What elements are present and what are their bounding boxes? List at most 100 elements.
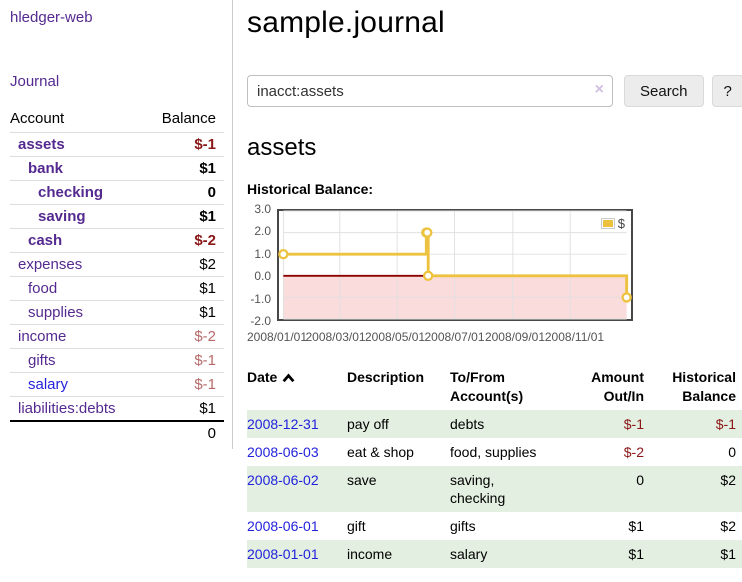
- account-column-header: Account: [10, 110, 65, 127]
- app-title-link[interactable]: hledger-web: [10, 9, 93, 26]
- register-description: gift: [347, 518, 366, 534]
- sidebar-item-journal[interactable]: Journal: [10, 73, 60, 90]
- register-date-cell: 2008-06-03: [247, 438, 347, 466]
- account-link[interactable]: bank: [28, 160, 64, 177]
- register-balance: $2: [720, 518, 736, 534]
- balance-column-header: Balance: [161, 110, 216, 127]
- y-tick-label: 3.0: [254, 202, 271, 216]
- register-date-cell: 2008-06-02: [247, 466, 347, 512]
- register-row: 2008-06-02 save saving, checking 0 $2: [247, 466, 742, 512]
- register-amount: 0: [636, 472, 644, 488]
- register-row: 2008-12-31 pay off debts $-1 $-1: [247, 410, 742, 438]
- balance-column-header-register: Historical Balance: [672, 369, 736, 404]
- help-button[interactable]: ?: [711, 75, 742, 107]
- account-link[interactable]: expenses: [18, 256, 83, 273]
- register-table-body: 2008-12-31 pay off debts $-1 $-1 2008-06-03 ea…: [247, 410, 742, 568]
- sidebar: hledger-web Journal Account Balance asse…: [0, 0, 233, 449]
- account-balance: $1: [144, 276, 224, 301]
- description-column-header: Description: [347, 369, 425, 385]
- register-balance: $1: [720, 546, 736, 562]
- account-link[interactable]: gifts: [28, 352, 56, 369]
- y-tick-label: -1.0: [250, 291, 271, 306]
- search-button[interactable]: Search: [624, 75, 704, 107]
- register-balance: $-1: [715, 416, 736, 432]
- register-date-cell: 2008-01-01: [247, 540, 347, 568]
- register-amount: $1: [628, 518, 644, 534]
- register-date-link[interactable]: 2008-06-01: [247, 518, 319, 534]
- register-date-link[interactable]: 2008-01-01: [247, 546, 319, 562]
- register-description: save: [347, 472, 377, 488]
- clear-search-icon[interactable]: ×: [594, 81, 604, 98]
- y-tick-label: 2.0: [254, 224, 271, 239]
- account-row: checking 0: [10, 180, 224, 205]
- register-date-link[interactable]: 2008-06-02: [247, 472, 319, 488]
- y-tick-label: 0.0: [254, 269, 271, 284]
- date-column-header[interactable]: Date: [247, 366, 347, 410]
- account-balance: 0: [144, 180, 224, 205]
- register-accounts: salary: [450, 546, 488, 562]
- legend-label: $: [617, 216, 625, 231]
- account-link[interactable]: income: [18, 328, 67, 345]
- y-tick-label: -2.0: [250, 314, 271, 328]
- chart-legend: $: [600, 216, 625, 231]
- register-header-row: Date Description To/From Account(s) Amou…: [247, 366, 742, 410]
- account-row: cash $-2: [10, 228, 224, 253]
- data-point-marker[interactable]: [621, 292, 632, 303]
- account-balance: $1: [144, 156, 224, 181]
- account-link[interactable]: saving: [38, 208, 86, 225]
- register-description: eat & shop: [347, 444, 414, 460]
- account-balance: $-1: [144, 348, 224, 373]
- account-row: bank $1: [10, 156, 224, 181]
- historical-balance-chart: $ 3.0 2.0 1.0 0.0 -1.0 -2.0 2008/01/01 2008/03/…: [246, 202, 647, 350]
- register-amount: $1: [628, 546, 644, 562]
- account-balance: $1: [144, 396, 224, 421]
- x-tick-label: 2008/01/01: [246, 330, 308, 344]
- account-total-value: 0: [144, 420, 224, 445]
- account-link[interactable]: salary: [28, 376, 69, 393]
- data-point-marker[interactable]: [422, 227, 433, 238]
- register-date-link[interactable]: 2008-06-03: [247, 444, 319, 460]
- register-date-link[interactable]: 2008-12-31: [247, 416, 319, 432]
- page-title: sample.journal: [247, 6, 445, 39]
- account-row: supplies $1: [10, 300, 224, 325]
- account-balance: $1: [144, 300, 224, 325]
- chart-canvas: [278, 210, 632, 320]
- account-row: gifts $-1: [10, 348, 224, 373]
- legend-swatch: [600, 218, 615, 229]
- account-row: assets $-1: [10, 132, 224, 157]
- account-row: salary $-1: [10, 372, 224, 397]
- register-date-cell: 2008-12-31: [247, 410, 347, 438]
- account-row: income $-2: [10, 324, 224, 349]
- account-link[interactable]: food: [28, 280, 58, 297]
- register-row: 2008-06-03 eat & shop food, supplies $-2 0: [247, 438, 742, 466]
- account-balance: $-2: [144, 228, 224, 253]
- account-link[interactable]: checking: [38, 184, 104, 201]
- account-row: saving $1: [10, 204, 224, 229]
- register-accounts: gifts: [450, 518, 476, 534]
- search-input[interactable]: [247, 75, 613, 107]
- register-accounts: saving, checking: [450, 472, 506, 506]
- x-tick-label: 2008/03/01: [305, 330, 366, 344]
- data-point-marker[interactable]: [422, 270, 434, 282]
- x-tick-label: 2008/09/01: [484, 330, 545, 344]
- account-link[interactable]: supplies: [28, 304, 84, 321]
- account-balance: $2: [144, 252, 224, 277]
- account-row: liabilities:debts $1: [10, 396, 224, 421]
- account-link[interactable]: assets: [18, 136, 65, 153]
- register-accounts: food, supplies: [450, 444, 537, 460]
- account-link[interactable]: liabilities:debts: [18, 400, 116, 417]
- amount-column-header: Amount Out/In: [591, 369, 644, 404]
- register-description: pay off: [347, 416, 389, 432]
- account-link[interactable]: cash: [28, 232, 63, 249]
- account-row: food $1: [10, 276, 224, 301]
- account-balance: $-2: [144, 324, 224, 349]
- register-balance: 0: [728, 444, 736, 460]
- account-balance: $-1: [144, 372, 224, 397]
- search-bar: × Search ?: [247, 75, 742, 107]
- account-balance-table: Account Balance assets $-1 bank $1 checking 0…: [10, 107, 224, 445]
- main-content: sample.journal × Search ? assets Histori…: [233, 0, 742, 568]
- register-accounts: debts: [450, 416, 485, 432]
- y-tick-label: 1.0: [254, 246, 271, 261]
- data-point-marker[interactable]: [278, 248, 289, 260]
- account-balance: $1: [144, 204, 224, 229]
